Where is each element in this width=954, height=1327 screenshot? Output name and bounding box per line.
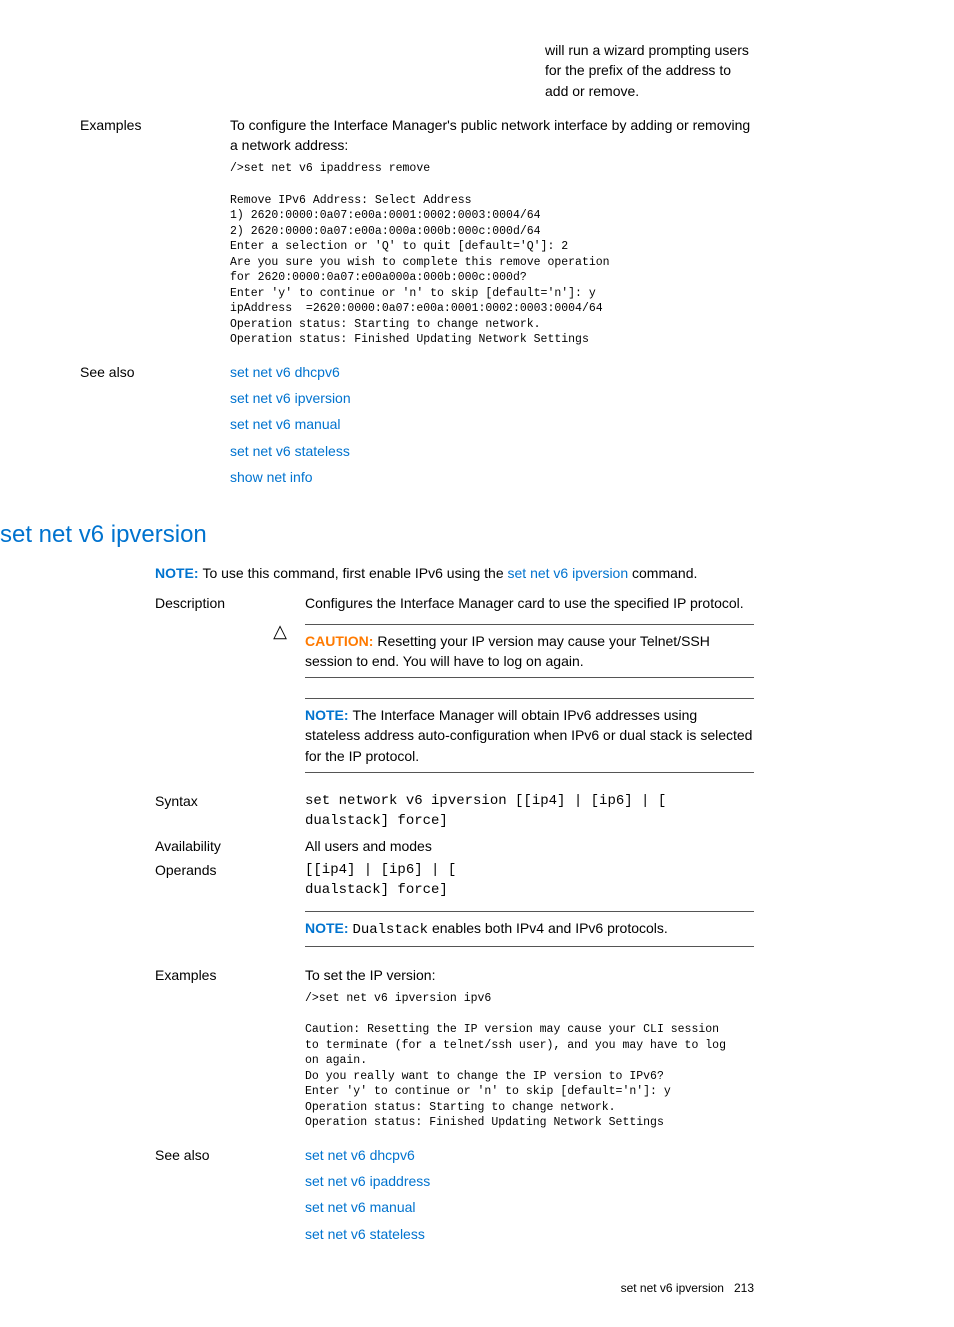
- note1-link[interactable]: set net v6 ipversion: [508, 565, 629, 581]
- description-label: Description: [155, 593, 305, 613]
- link2-set-net-v6-stateless[interactable]: set net v6 stateless: [305, 1226, 425, 1242]
- link-set-net-v6-stateless[interactable]: set net v6 stateless: [230, 443, 350, 459]
- link2-set-net-v6-ipaddress[interactable]: set net v6 ipaddress: [305, 1173, 430, 1189]
- caution-label: CAUTION:: [305, 633, 373, 649]
- availability-label: Availability: [155, 836, 305, 856]
- note1-post: command.: [628, 565, 697, 581]
- section-heading: set net v6 ipversion: [0, 518, 754, 553]
- seealso-links-1: set net v6 dhcpv6 set net v6 ipversion s…: [230, 362, 754, 493]
- note2-text: The Interface Manager will obtain IPv6 a…: [305, 707, 752, 764]
- examples-label-2: Examples: [155, 965, 305, 1141]
- seealso-label-2: See also: [155, 1145, 305, 1250]
- link2-set-net-v6-manual[interactable]: set net v6 manual: [305, 1199, 416, 1215]
- note1-pre: To use this command, first enable IPv6 u…: [202, 565, 507, 581]
- seealso-label: See also: [80, 362, 230, 493]
- note3-text: enables both IPv4 and IPv6 protocols.: [428, 920, 668, 936]
- examples2-description: To set the IP version:: [305, 965, 754, 985]
- footer-text: set net v6 ipversion: [621, 1281, 724, 1295]
- footer-page-number: 213: [734, 1281, 754, 1295]
- note-label-3: NOTE:: [305, 920, 349, 936]
- top-paragraph: will run a wizard prompting users for th…: [80, 40, 754, 101]
- link-set-net-v6-ipversion[interactable]: set net v6 ipversion: [230, 390, 351, 406]
- code-block-1: />set net v6 ipaddress remove Remove IPv…: [230, 161, 754, 347]
- availability-text: All users and modes: [305, 836, 754, 856]
- note-label-2: NOTE:: [305, 707, 349, 723]
- page-footer: set net v6 ipversion 213: [80, 1280, 754, 1297]
- operands-text: [[ip4] | [ip6] | [ dualstack] force]: [305, 860, 754, 901]
- caution-icon: △: [155, 618, 305, 644]
- link-set-net-v6-manual[interactable]: set net v6 manual: [230, 416, 341, 432]
- link-show-net-info[interactable]: show net info: [230, 469, 313, 485]
- operands-label: Operands: [155, 860, 305, 901]
- seealso-links-2: set net v6 dhcpv6 set net v6 ipaddress s…: [305, 1145, 754, 1250]
- note-label-1: NOTE:: [155, 565, 199, 581]
- description-text: Configures the Interface Manager card to…: [305, 593, 754, 613]
- link-set-net-v6-dhcpv6[interactable]: set net v6 dhcpv6: [230, 364, 340, 380]
- link2-set-net-v6-dhcpv6[interactable]: set net v6 dhcpv6: [305, 1147, 415, 1163]
- note3-prefix: Dualstack: [352, 922, 428, 938]
- syntax-label: Syntax: [155, 791, 305, 832]
- examples-label: Examples: [80, 115, 230, 358]
- syntax-text: set network v6 ipversion [[ip4] | [ip6] …: [305, 791, 754, 832]
- examples1-description: To configure the Interface Manager's pub…: [230, 115, 754, 156]
- code-block-2: />set net v6 ipversion ipv6 Caution: Res…: [305, 991, 754, 1131]
